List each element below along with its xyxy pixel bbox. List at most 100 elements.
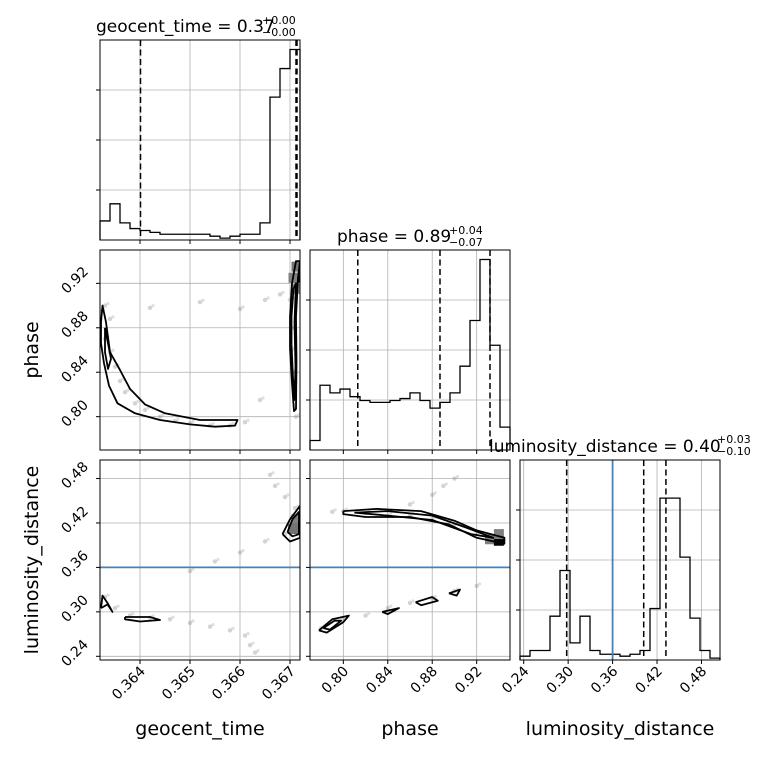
luminosity-distance-vs-geocent-time-sample-18-b xyxy=(286,493,290,497)
phase-vs-geocent-time-sample-27-b xyxy=(201,298,205,302)
luminosity-distance-vs-geocent-time-sample-13-b xyxy=(241,548,245,553)
title-phase: phase = 0.89 xyxy=(337,227,451,247)
luminosity-distance-vs-geocent-time-sample-1-b xyxy=(116,604,120,608)
luminosity-distance-vs-geocent-time-sample-13 xyxy=(237,550,243,555)
luminosity-distance-vs-phase-contour-4 xyxy=(381,607,400,615)
luminosity-distance-vs-phase-sample-12 xyxy=(452,476,457,481)
luminosity-distance-vs-phase-sample-0-b xyxy=(333,508,337,512)
title-geocent-time-sup: +0.00 xyxy=(262,14,296,27)
luminosity-distance-vs-geocent-time-sample-7-b xyxy=(231,626,235,630)
phase-vs-geocent-time-sample-14 xyxy=(242,420,248,425)
ytick-label-luminosity-distance-4: 0.48 xyxy=(58,459,91,492)
ylabel-phase: phase xyxy=(21,321,43,378)
phase-vs-geocent-time-sample-17 xyxy=(277,292,283,297)
phase-vs-geocent-time-sample-12-b xyxy=(211,421,215,426)
ytick-label-phase-1: 0.84 xyxy=(58,353,91,386)
luminosity-distance-vs-phase-density-cell-1 xyxy=(493,535,504,546)
hist-phase-steps xyxy=(309,258,511,450)
luminosity-distance-vs-geocent-time-sample-6-b xyxy=(211,623,215,627)
luminosity-distance-vs-geocent-time-sample-19 xyxy=(272,483,278,489)
ytick-label-phase-0: 0.80 xyxy=(58,397,91,430)
luminosity-distance-vs-geocent-time-sample-9 xyxy=(247,642,253,648)
title-geocent-time: geocent_time = 0.37 xyxy=(96,17,275,37)
xtick-label-geocent-time-0: 0.364 xyxy=(109,663,149,703)
phase-vs-geocent-time-sample-8 xyxy=(142,407,148,413)
luminosity-distance-vs-phase-contour-1 xyxy=(354,510,495,539)
luminosity-distance-vs-phase-sample-15-b xyxy=(366,611,371,616)
phase-vs-geocent-time-sample-28-b xyxy=(241,305,245,309)
phase-vs-geocent-time-sample-17-b xyxy=(281,290,285,295)
luminosity-distance-vs-phase-density-cell-2 xyxy=(493,529,504,540)
luminosity-distance-vs-phase-contour-5 xyxy=(415,596,439,607)
phase-vs-geocent-time-contour-1 xyxy=(104,327,112,370)
ytick-label-phase-3: 0.92 xyxy=(58,264,91,297)
luminosity-distance-vs-geocent-time-contour-0 xyxy=(100,594,114,613)
phase-vs-geocent-time-contour-0 xyxy=(100,304,239,428)
luminosity-distance-vs-geocent-time-contour-3 xyxy=(286,510,300,538)
phase-vs-geocent-time-sample-21 xyxy=(293,414,299,419)
title-geocent-time-main: geocent_time = 0.37 xyxy=(96,17,275,37)
phase-vs-geocent-time-frame xyxy=(99,249,301,451)
luminosity-distance-vs-geocent-time-sample-11-b xyxy=(191,567,195,571)
phase-vs-geocent-time-sample-14-b xyxy=(246,418,250,422)
luminosity-distance-vs-geocent-time-sample-18 xyxy=(282,494,288,500)
luminosity-distance-vs-phase-sample-16 xyxy=(385,605,390,611)
phase-vs-geocent-time-sample-7-b xyxy=(136,399,140,403)
luminosity-distance-vs-phase-contour-6 xyxy=(448,588,461,597)
luminosity-distance-vs-phase-sample-0 xyxy=(330,509,335,515)
luminosity-distance-vs-phase-density-cell-0 xyxy=(485,534,495,545)
xtick-label-luminosity-distance-0: 0.24 xyxy=(499,663,532,696)
luminosity-distance-vs-phase-sample-18-b xyxy=(433,594,437,599)
luminosity-distance-vs-geocent-time-density-cell-0 xyxy=(291,514,300,525)
luminosity-distance-vs-phase-sample-11-b xyxy=(444,482,448,486)
luminosity-distance-vs-geocent-time-sample-8 xyxy=(242,633,248,638)
luminosity-distance-vs-phase-sample-9 xyxy=(407,502,413,507)
phase-vs-geocent-time-sample-3-b xyxy=(111,348,115,352)
xtick-label-phase-1: 0.84 xyxy=(363,663,396,696)
phase-vs-geocent-time-sample-1 xyxy=(107,316,113,322)
phase-vs-geocent-time-sample-6 xyxy=(122,390,128,395)
luminosity-distance-vs-geocent-time-sample-9-b xyxy=(251,641,255,645)
luminosity-distance-vs-geocent-time-sample-4 xyxy=(167,617,173,622)
luminosity-distance-vs-phase-sample-20-b xyxy=(478,582,482,586)
luminosity-distance-vs-phase-marks xyxy=(310,474,510,634)
luminosity-distance-vs-phase-sample-10 xyxy=(430,492,435,498)
luminosity-distance-vs-phase-sample-9-b xyxy=(411,500,415,505)
xtick-label-phase-0: 0.80 xyxy=(319,664,352,697)
luminosity-distance-vs-phase-sample-3-b xyxy=(389,511,393,516)
phase-vs-geocent-time-sample-28 xyxy=(237,306,243,312)
title-geocent-time-sub: −0.00 xyxy=(262,26,296,39)
ylabel-luminosity-distance: luminosity_distance xyxy=(21,466,43,655)
hist-luminosity-distance-steps xyxy=(519,497,721,660)
luminosity-distance-vs-geocent-time-contour-2 xyxy=(281,504,300,543)
luminosity-distance-vs-geocent-time-sample-1 xyxy=(112,605,118,611)
luminosity-distance-vs-phase-sample-16-b xyxy=(389,604,393,608)
title-luminosity-distance-sub: −0.10 xyxy=(717,445,751,458)
luminosity-distance-vs-geocent-time-marks xyxy=(100,471,300,655)
luminosity-distance-vs-phase-sample-15 xyxy=(363,613,368,618)
luminosity-distance-vs-geocent-time-sample-20-b xyxy=(271,471,275,475)
title-phase-sub: −0.07 xyxy=(449,236,483,249)
title-luminosity-distance: luminosity_distance = 0.40 xyxy=(489,437,721,457)
luminosity-distance-vs-geocent-time-sample-11 xyxy=(187,568,193,574)
title-phase-sup: +0.04 xyxy=(449,224,483,237)
phase-vs-geocent-time-sample-5 xyxy=(117,378,123,384)
luminosity-distance-vs-geocent-time-sample-10-b xyxy=(256,648,260,653)
luminosity-distance-vs-phase-contour-3 xyxy=(322,619,343,631)
phase-vs-geocent-time-sample-23-b xyxy=(300,263,303,266)
luminosity-distance-vs-phase-contour-2 xyxy=(318,614,350,634)
luminosity-distance-vs-geocent-time-frame xyxy=(99,459,301,661)
luminosity-distance-vs-geocent-time-sample-14-b xyxy=(266,537,270,542)
phase-vs-geocent-time-sample-10-b xyxy=(176,417,180,421)
luminosity-distance-vs-geocent-time-sample-12 xyxy=(212,559,218,564)
luminosity-distance-vs-geocent-time-density-cell-2 xyxy=(288,523,298,534)
hist-geocent-time-steps xyxy=(99,48,301,240)
title-luminosity-distance-sup: +0.03 xyxy=(717,433,751,446)
phase-vs-geocent-time-sample-27 xyxy=(197,300,203,305)
luminosity-distance-vs-geocent-time-sample-10 xyxy=(252,650,258,655)
luminosity-distance-vs-geocent-time-sample-6 xyxy=(207,624,213,629)
luminosity-distance-vs-phase-sample-12-b xyxy=(455,474,460,479)
luminosity-distance-vs-geocent-time-sample-5-b xyxy=(191,619,195,623)
luminosity-distance-vs-geocent-time-sample-4-b xyxy=(171,615,175,619)
